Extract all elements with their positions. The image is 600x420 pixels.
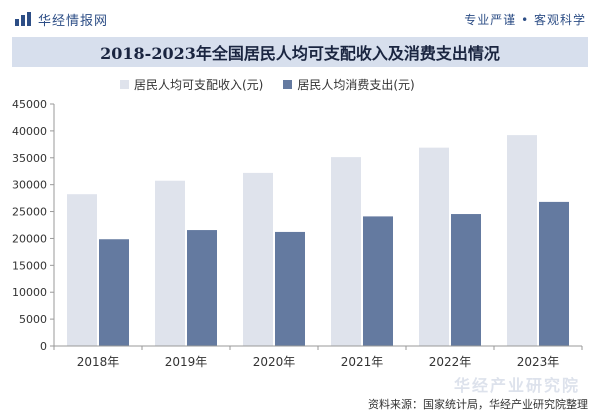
x-tick-label: 2021年 [341,355,384,369]
bar-income [331,157,361,346]
title-bar: 2018-2023年全国居民人均可支配收入及消费支出情况 [12,37,588,67]
y-tick-label: 25000 [12,206,47,219]
bar-income [155,180,185,346]
chart-title: 2018-2023年全国居民人均可支配收入及消费支出情况 [100,44,500,63]
brand-name: 华经情报网 [38,13,109,29]
x-tick-label: 2023年 [517,355,560,369]
x-tick-label: 2022年 [429,355,472,369]
y-tick-label: 20000 [12,232,47,245]
y-tick-label: 40000 [12,125,47,138]
bar-expense [187,230,217,346]
legend: 居民人均可支配收入(元) 居民人均消费支出(元) [120,76,415,93]
bar-income [419,147,449,346]
y-tick-label: 30000 [12,179,47,192]
legend-item-income: 居民人均可支配收入(元) [120,76,263,93]
bar-expense [363,216,393,346]
legend-label-income: 居民人均可支配收入(元) [134,78,264,92]
top-bar: 华经情报网 专业严谨 • 客观科学 [0,0,600,36]
legend-item-expense: 居民人均消费支出(元) [283,76,415,93]
y-tick-label: 35000 [12,152,47,165]
x-tick-label: 2019年 [165,355,208,369]
watermark: 华经产业研究院 [453,376,580,395]
x-tick-label: 2018年 [77,355,120,369]
y-tick-label: 45000 [12,98,47,111]
y-tick-label: 15000 [12,259,47,272]
brand-logo-icon [15,12,31,26]
slogan: 专业严谨 • 客观科学 [464,13,586,27]
brand: 华经情报网 [14,10,109,29]
bar-expense [99,239,129,346]
y-tick-label: 5000 [19,313,47,326]
y-tick-label: 0 [40,340,47,353]
legend-swatch-income [120,80,129,89]
bar-income [507,135,537,346]
legend-swatch-expense [283,80,293,89]
bar-expense [451,214,481,346]
y-tick-label: 10000 [12,286,47,299]
source-note: 资料来源：国家统计局，华经产业研究院整理 [368,398,588,411]
bar-income [243,172,273,346]
legend-label-expense: 居民人均消费支出(元) [297,78,415,92]
bar-expense [275,231,305,346]
bar-income [67,194,97,346]
x-tick-label: 2020年 [253,355,296,369]
bar-expense [539,201,569,346]
